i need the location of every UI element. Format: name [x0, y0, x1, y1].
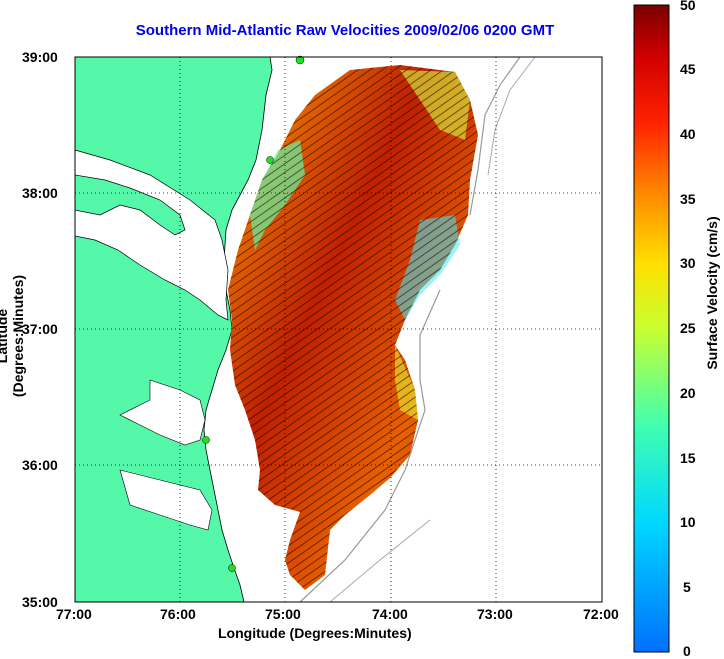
x-tick: 75:00	[265, 606, 301, 622]
velocity-arrows	[228, 65, 478, 590]
depth-contour-outer	[329, 56, 536, 603]
colorbar-tick: 40	[680, 126, 696, 142]
y-tick: 35:00	[22, 594, 58, 610]
colorbar-tick: 0	[683, 643, 691, 659]
depth-contour	[299, 56, 521, 603]
radar-site-marker	[266, 156, 274, 164]
grid-lines	[75, 57, 602, 602]
colorbar-tick: 45	[680, 61, 696, 77]
y-tick: 38:00	[22, 185, 58, 201]
colorbar	[633, 4, 670, 653]
x-tick: 73:00	[477, 606, 513, 622]
chart-title: Southern Mid-Atlantic Raw Velocities 200…	[135, 22, 555, 39]
colorbar-tick: 50	[680, 0, 696, 13]
radar-site-marker	[295, 55, 305, 65]
bay-inlet	[74, 149, 229, 321]
y-tick: 36:00	[22, 457, 58, 473]
y-tick: 37:00	[22, 321, 58, 337]
colorbar-tick: 5	[683, 579, 691, 595]
x-tick: 72:00	[583, 606, 619, 622]
colorbar-tick: 20	[680, 385, 696, 401]
radar-site-marker	[228, 564, 236, 572]
land-mass	[74, 56, 273, 603]
x-axis-label: Longitude (Degrees:Minutes)	[218, 625, 412, 641]
colorbar-tick: 15	[680, 450, 696, 466]
sound-inlet-south	[119, 469, 213, 531]
y-tick: 39:00	[22, 49, 58, 65]
x-tick: 77:00	[56, 606, 92, 622]
colorbar-label: Surface Velocity (cm/s)	[704, 216, 720, 370]
y-axis-label: Latitude (Degrees:Minutes)	[0, 274, 26, 398]
colorbar-tick: 30	[680, 255, 696, 271]
colorbar-tick: 10	[680, 514, 696, 530]
x-tick: 76:00	[160, 606, 196, 622]
x-tick: 74:00	[372, 606, 408, 622]
colorbar-tick: 35	[680, 191, 696, 207]
sound-inlet	[119, 379, 206, 446]
colorbar-tick: 25	[680, 320, 696, 336]
radar-site-marker	[202, 436, 210, 444]
